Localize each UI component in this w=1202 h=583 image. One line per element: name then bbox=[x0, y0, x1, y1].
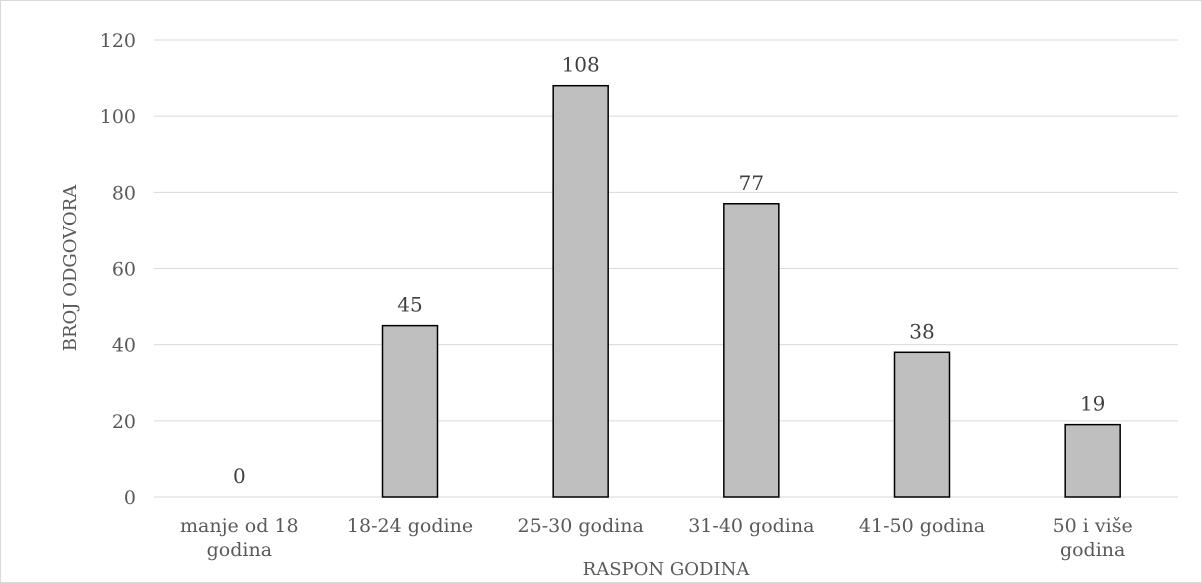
data-labels: 0 45 108 77 38 19 bbox=[233, 53, 1105, 488]
x-tick-label: 25-30 godina bbox=[518, 515, 644, 537]
bar-5 bbox=[1064, 423, 1121, 498]
x-tick-label: godina bbox=[1060, 539, 1125, 561]
bar-3 bbox=[723, 203, 780, 498]
x-tick-label: 50 i više bbox=[1053, 515, 1133, 537]
y-tick-label: 100 bbox=[100, 106, 136, 128]
gridlines bbox=[154, 39, 1178, 498]
y-axis-ticks: 0 20 40 60 80 100 120 bbox=[100, 30, 136, 509]
bar-4 bbox=[893, 351, 951, 498]
y-tick-label: 80 bbox=[112, 182, 136, 204]
data-label: 108 bbox=[562, 53, 600, 77]
x-tick-label: godina bbox=[207, 539, 272, 561]
x-tick-label: manje od 18 bbox=[180, 515, 299, 537]
y-tick-label: 60 bbox=[112, 259, 136, 281]
x-tick-label: 18-24 godine bbox=[347, 515, 473, 537]
y-tick-label: 120 bbox=[100, 30, 136, 52]
bar-2 bbox=[552, 84, 609, 498]
y-tick-label: 0 bbox=[124, 487, 136, 509]
x-tick-label: 31-40 godina bbox=[688, 515, 814, 537]
data-label: 0 bbox=[233, 464, 246, 488]
data-label: 38 bbox=[909, 319, 934, 343]
data-label: 45 bbox=[397, 293, 422, 317]
data-label: 77 bbox=[739, 171, 764, 195]
x-axis-label: RASPON GODINA bbox=[583, 559, 751, 580]
y-tick-label: 20 bbox=[112, 411, 136, 433]
bars bbox=[381, 84, 1121, 498]
bar-1 bbox=[381, 324, 439, 498]
y-axis-label: BROJ ODGOVORA bbox=[60, 184, 81, 351]
data-label: 19 bbox=[1080, 392, 1105, 416]
x-tick-label: 41-50 godina bbox=[859, 515, 985, 537]
y-tick-label: 40 bbox=[112, 335, 136, 357]
